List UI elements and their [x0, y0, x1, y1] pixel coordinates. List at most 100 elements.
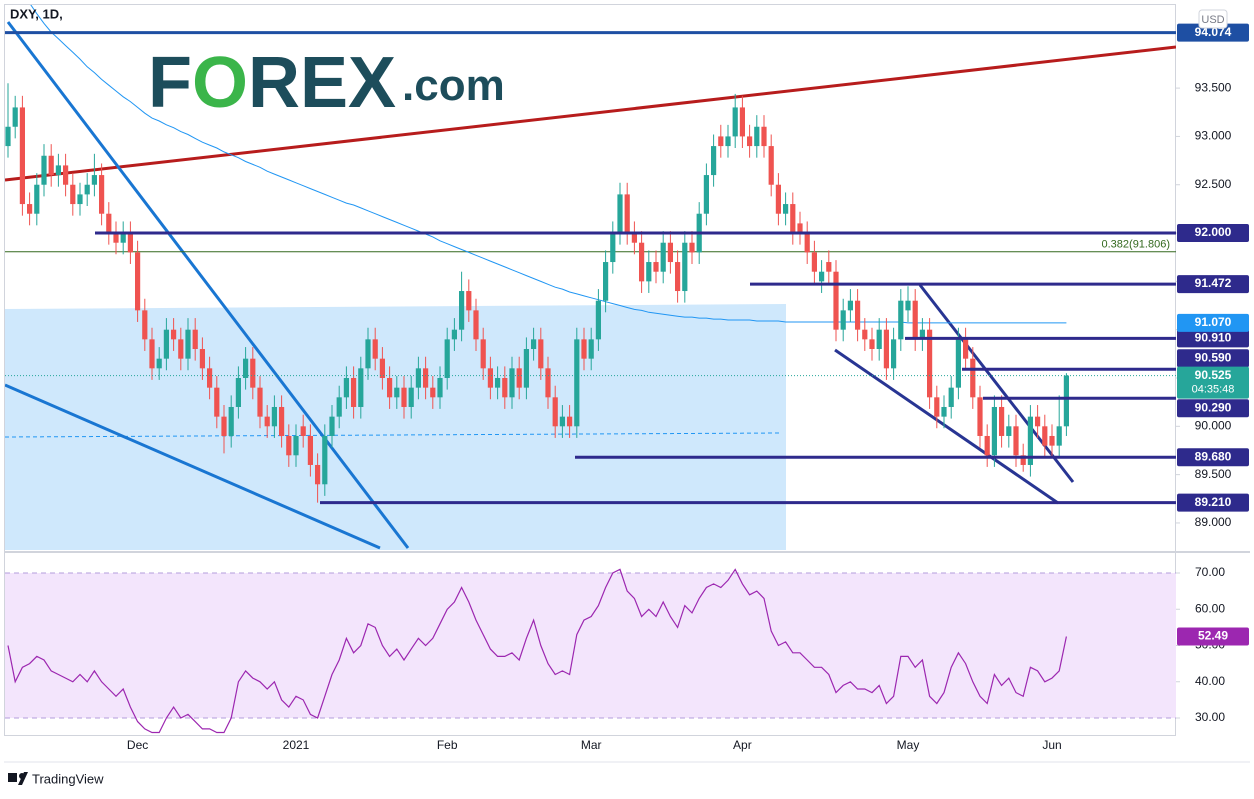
logo-icon	[18, 772, 28, 785]
price-label-box	[1177, 329, 1249, 348]
y-tick-label: 89.500	[1195, 467, 1232, 481]
currency: USD	[1201, 14, 1224, 26]
candle-body	[531, 339, 537, 350]
x-tick-label: Feb	[437, 738, 458, 752]
candle-body	[984, 435, 990, 456]
x-tick-label: Dec	[127, 738, 148, 752]
candle-body	[55, 165, 61, 176]
price-label-box	[1177, 627, 1249, 646]
candle-body	[142, 310, 148, 340]
candle-body	[437, 377, 443, 398]
candle-body	[869, 339, 875, 350]
candle-body	[862, 329, 868, 340]
candle-body	[178, 339, 184, 359]
candle-body	[991, 406, 997, 456]
logo: FOREX .com	[148, 43, 505, 123]
candle-body	[322, 435, 328, 485]
candle-body	[1042, 426, 1048, 446]
candle-body	[1006, 426, 1012, 436]
candle-body	[855, 300, 861, 330]
candle-body	[235, 377, 241, 407]
candle-body	[552, 397, 558, 427]
price-label: 90.525	[1195, 368, 1232, 382]
candle-body	[99, 175, 105, 214]
candle-body	[264, 416, 270, 427]
candle-body	[761, 126, 767, 147]
candle-body	[747, 136, 753, 147]
candle-body	[977, 397, 983, 436]
x-tick-label: Mar	[581, 738, 602, 752]
candle-body	[315, 464, 321, 485]
candle-body	[27, 204, 33, 214]
x-tick-label: 2021	[283, 738, 310, 752]
candle-body	[883, 329, 889, 369]
candle-body	[192, 329, 198, 350]
candle-body	[77, 194, 83, 205]
logo-part: REX	[248, 43, 396, 123]
candle-body	[898, 300, 904, 340]
y-tick-label: 90.000	[1195, 418, 1232, 432]
candle-body	[394, 387, 400, 398]
candle-body	[221, 416, 227, 436]
candle-body	[617, 194, 623, 234]
candle-body	[919, 329, 925, 340]
candle-body	[135, 252, 141, 311]
candle-body	[603, 262, 609, 301]
candle-body	[70, 184, 76, 205]
candle-body	[207, 368, 213, 388]
footer-logo	[8, 772, 28, 785]
candle-body	[538, 339, 544, 369]
y-tick-label: 60.00	[1195, 601, 1225, 615]
candle-body	[365, 339, 371, 369]
logo-part: .com	[402, 61, 505, 110]
price-label-box	[1177, 275, 1249, 294]
candle-body	[804, 233, 810, 253]
y-tick-label: 92.500	[1195, 177, 1232, 191]
candle-body	[739, 107, 745, 137]
x-tick-label: May	[897, 738, 920, 752]
candle-body	[12, 107, 18, 127]
candle-body	[963, 339, 969, 359]
candle-body	[423, 368, 429, 388]
candle-body	[999, 406, 1005, 436]
candle-body	[502, 377, 508, 398]
candle-body	[113, 233, 119, 243]
candle-body	[199, 349, 205, 369]
y-tick-label: 70.00	[1195, 565, 1225, 579]
candle-body	[480, 339, 486, 369]
candle-body	[732, 107, 738, 137]
footer-brand: TradingView	[32, 771, 104, 786]
candle-body	[120, 233, 126, 243]
candle-body	[1027, 416, 1033, 465]
candle-body	[1056, 426, 1062, 446]
candle-body	[790, 204, 796, 234]
candle-body	[1013, 426, 1019, 456]
candle-body	[523, 349, 529, 388]
candle-body	[19, 107, 25, 205]
price-label-box	[1177, 448, 1249, 467]
candle-body	[754, 126, 760, 147]
candle-body	[509, 368, 515, 398]
candle-body	[545, 368, 551, 398]
moving-average	[30, 5, 1067, 324]
range-box	[5, 304, 786, 550]
candle-body	[171, 329, 177, 340]
y-tick-label: 30.00	[1195, 710, 1225, 724]
price-label: 52.49	[1198, 629, 1228, 643]
candle-body	[149, 339, 155, 369]
candle-body	[473, 310, 479, 340]
candle-body	[891, 339, 897, 369]
candle-body	[466, 291, 472, 311]
candle-body	[279, 406, 285, 436]
candle-body	[819, 271, 825, 282]
price-label: 92.000	[1195, 225, 1232, 239]
candle-body	[401, 387, 407, 407]
candle-body	[711, 146, 717, 176]
candle-body	[905, 300, 911, 311]
candle-body	[91, 175, 97, 185]
logo-part: F	[148, 43, 192, 123]
price-label-box	[1177, 349, 1249, 368]
logo-icon	[8, 773, 17, 782]
currency-box	[1198, 9, 1228, 29]
candle-body	[948, 387, 954, 407]
